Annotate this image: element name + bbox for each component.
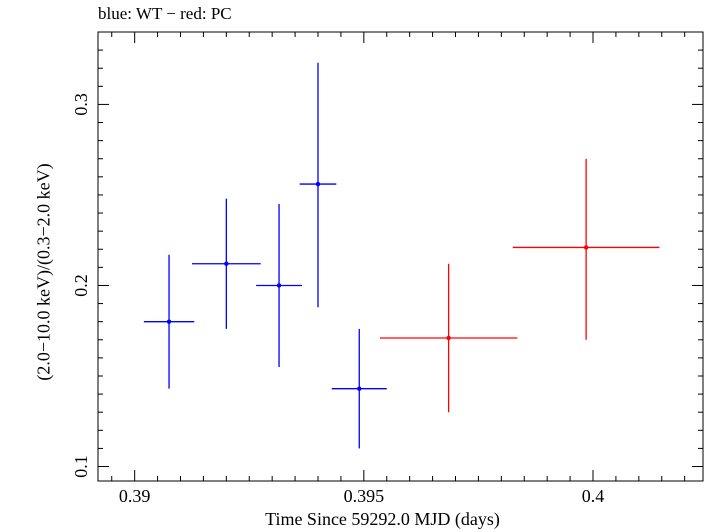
data-marks — [143, 62, 660, 449]
data-point — [357, 386, 362, 391]
y-tick-label: 0.1 — [71, 455, 91, 478]
x-tick-label: 0.4 — [582, 486, 605, 506]
series-1 — [379, 158, 660, 413]
series-0 — [143, 62, 387, 449]
y-axis-label: (2.0−10.0 keV)/(0.3−2.0 keV) — [33, 163, 54, 381]
data-point — [583, 245, 589, 250]
data-point — [446, 335, 451, 341]
data-point — [166, 319, 172, 324]
axis-ticks: 0.39 0.395 0.4 0.1 0.2 0.3 — [71, 31, 703, 506]
x-axis-label: Time Since 59292.0 MJD (days) — [265, 509, 500, 529]
data-point — [315, 181, 321, 187]
data-point — [224, 261, 229, 266]
x-tick-label: 0.39 — [119, 486, 151, 506]
x-tick-label: 0.395 — [344, 486, 385, 506]
data-point — [276, 283, 282, 288]
plot-frame — [97, 31, 704, 482]
y-tick-label: 0.3 — [71, 93, 91, 116]
y-tick-label: 0.2 — [71, 274, 91, 297]
chart-title: blue: WT − red: PC — [98, 4, 232, 23]
